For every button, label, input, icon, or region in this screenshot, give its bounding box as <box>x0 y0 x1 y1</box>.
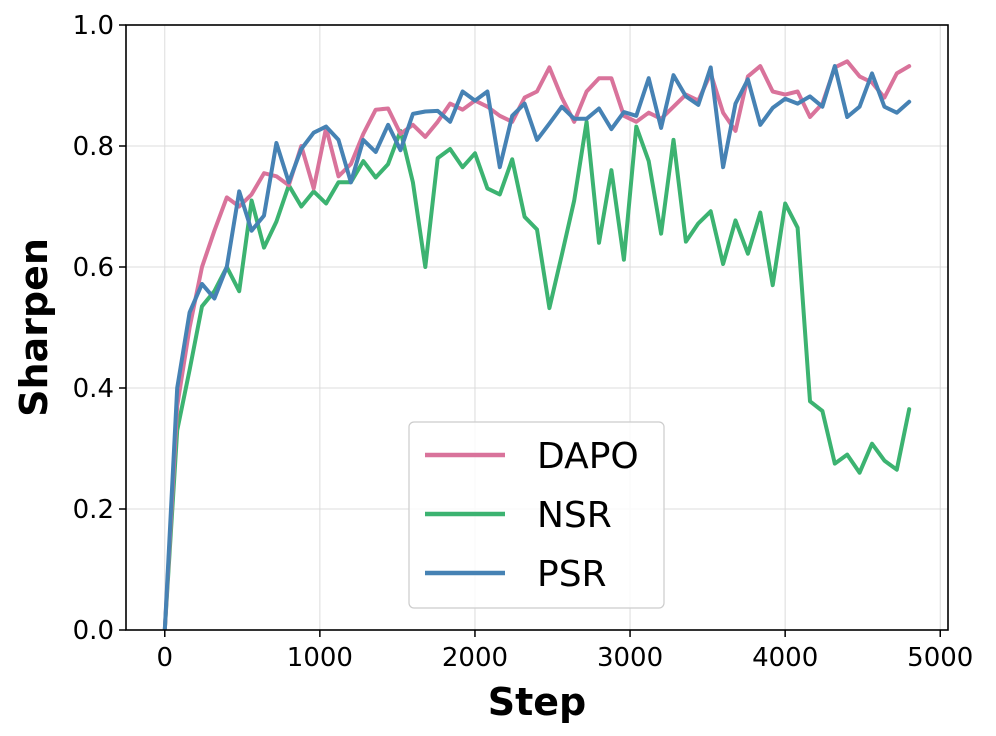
x-tick-label: 1000 <box>287 643 353 673</box>
series-lines <box>162 59 912 630</box>
series-line-psr <box>162 64 912 630</box>
y-axis-title: Sharpen <box>12 238 56 417</box>
x-axis-ticks: 0 1000 2000 3000 4000 5000 <box>157 630 973 673</box>
y-axis-ticks: 0.0 0.2 0.4 0.6 0.8 1.0 <box>73 11 126 646</box>
y-tick-label: 0.0 <box>73 616 114 646</box>
legend: DAPO NSR PSR <box>408 421 665 609</box>
x-tick-label: 3000 <box>597 643 663 673</box>
x-tick-label: 4000 <box>752 643 818 673</box>
x-axis-title: Step <box>488 680 587 724</box>
y-tick-label: 0.8 <box>73 132 114 162</box>
x-tick-label: 0 <box>157 643 174 673</box>
legend-label: NSR <box>537 495 612 536</box>
x-tick-label: 5000 <box>907 643 973 673</box>
legend-label: PSR <box>537 554 607 595</box>
x-tick-label: 2000 <box>442 643 508 673</box>
grid-lines <box>126 24 948 631</box>
legend-label: DAPO <box>537 436 639 477</box>
y-tick-label: 0.4 <box>73 374 114 404</box>
plot-frame <box>125 24 949 631</box>
y-tick-label: 0.6 <box>73 253 114 283</box>
y-tick-label: 0.2 <box>73 495 114 525</box>
series-line-dapo <box>162 59 912 630</box>
legend-box <box>408 421 665 609</box>
y-tick-label: 1.0 <box>73 11 114 41</box>
